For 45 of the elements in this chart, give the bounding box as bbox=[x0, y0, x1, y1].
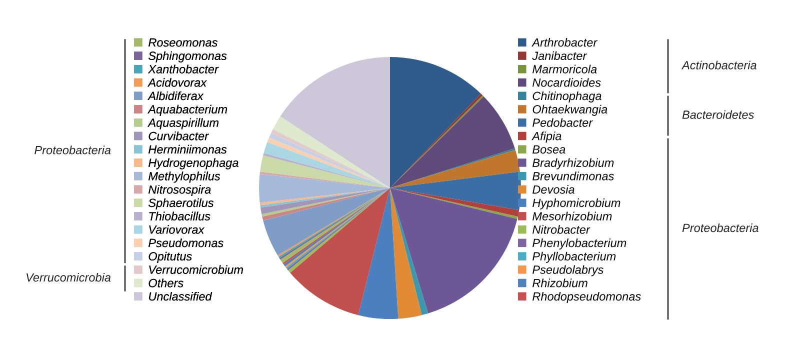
legend-label: Methylophilus bbox=[148, 172, 220, 183]
legend-label: Brevundimonas bbox=[532, 172, 614, 180]
legend-label: Phenylobacterium bbox=[532, 238, 626, 250]
legend-label: Hydrogenophaga bbox=[148, 158, 238, 170]
legend-label: Ohtaekwangia bbox=[532, 104, 608, 116]
legend-label: Devosia bbox=[532, 185, 574, 194]
legend-label: Nocardioides bbox=[532, 78, 601, 87]
legend-label: Rhodopseudomonas bbox=[532, 292, 641, 303]
legend-label: Opitutus bbox=[148, 252, 192, 263]
text: Verrucomicrobia bbox=[26, 272, 111, 282]
legend-label: Unclassified bbox=[149, 292, 212, 301]
legend-label: Marmoricola bbox=[532, 64, 597, 74]
legend-label: Albidiferax bbox=[148, 91, 204, 100]
legend-label: Roseomonas bbox=[148, 38, 218, 47]
legend-label: Nitrosospira bbox=[148, 185, 211, 196]
legend-label: Thiobacillus bbox=[149, 212, 210, 220]
legend-label: Sphaerotilus bbox=[148, 198, 214, 210]
legend-label: Mesorhizobium bbox=[532, 212, 612, 220]
legend-label: Afipia bbox=[532, 132, 562, 143]
legend-label: Bosea bbox=[532, 145, 566, 154]
legend-label: Verrucomicrobium bbox=[149, 265, 243, 274]
legend-label: Others bbox=[148, 278, 184, 288]
text: Proteobacteria bbox=[34, 146, 111, 154]
legend-label: Curvibacter bbox=[148, 132, 209, 140]
legend-label: Pseudolabrys bbox=[532, 265, 604, 276]
text: Proteobacteria bbox=[682, 223, 758, 232]
legend-label: Aquaspirillum bbox=[148, 118, 218, 130]
legend-label: Janibacter bbox=[532, 51, 588, 60]
legend-label: Sphingomonas bbox=[148, 51, 227, 62]
legend-label: Arthrobacter bbox=[532, 38, 598, 47]
legend-label: Acidovorax bbox=[148, 78, 207, 87]
legend-label: Phyllobacterium bbox=[532, 252, 616, 263]
legend-label: Aquabacterium bbox=[148, 104, 228, 116]
legend-label: Rhizobium bbox=[532, 278, 588, 288]
legend-label: Hyphomicrobium bbox=[532, 198, 620, 210]
legend-label: Chitinophaga bbox=[532, 91, 602, 102]
legend-label: Xanthobacter bbox=[148, 64, 219, 74]
legend-label: Pseudomonas bbox=[148, 238, 224, 248]
legend-label: Variovorax bbox=[149, 225, 204, 234]
text: Bacteroidetes bbox=[682, 110, 754, 119]
legend-label: Bradyrhizobium bbox=[532, 158, 614, 170]
legend-label: Pedobacter bbox=[532, 118, 593, 127]
legend-label: Nitrobacter bbox=[532, 225, 590, 234]
text: Actinobacteria bbox=[681, 60, 756, 70]
legend-label: Herminiimonas bbox=[148, 144, 227, 154]
